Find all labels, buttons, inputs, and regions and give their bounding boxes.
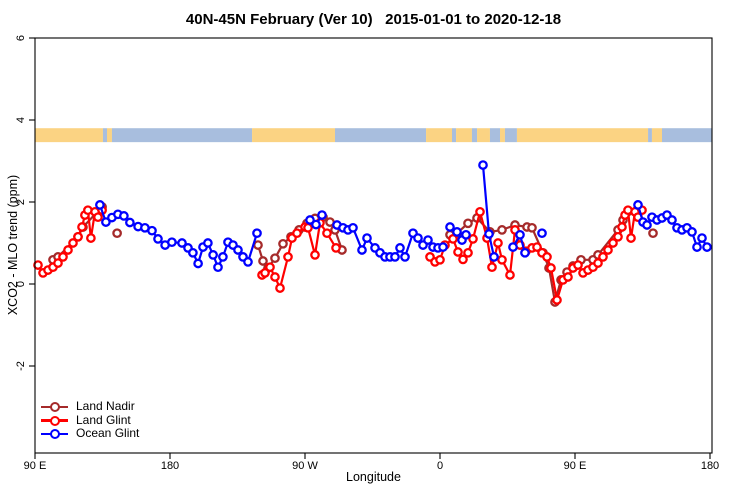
x-tick-label-90w: 90 W: [292, 460, 318, 472]
y-tick-label-4: 4: [15, 116, 27, 124]
axes-frame: [29, 37, 713, 459]
land-nadir-marker-icon: [41, 400, 68, 413]
y-tick-label-neg2: -2: [15, 361, 27, 371]
x-tick-label-180-left: 180: [160, 460, 180, 472]
series-land-nadir: [48, 202, 658, 307]
map-strip: [35, 128, 712, 143]
legend-item-land-nadir: Land Nadir: [41, 399, 139, 414]
ocean-glint-marker-icon: [41, 427, 68, 440]
x-tick-label-90e-left: 90 E: [23, 460, 47, 472]
x-tick-label-90e-right: 90 E: [563, 460, 587, 472]
series-ocean-glint: [95, 160, 712, 273]
chart-title: 40N-45N February (Ver 10) 2015-01-01 to …: [185, 11, 562, 28]
legend-item-land-glint: Land Glint: [41, 412, 139, 428]
legend: Land Nadir Land Glint Ocean Glint: [41, 399, 139, 441]
x-axis-label: Longitude: [346, 470, 401, 484]
legend-label-land-glint: Land Glint: [76, 412, 131, 427]
x-tick-label-0: 0: [436, 460, 444, 472]
legend-item-ocean-glint: Ocean Glint: [41, 427, 139, 441]
y-tick-label-6: 6: [15, 34, 27, 42]
x-tick-label-180-right: 180: [700, 460, 720, 472]
y-tick-label-2: 2: [15, 198, 27, 206]
y-axis-label: XCO2 - MLO trend (ppm): [6, 174, 20, 316]
land-glint-marker-icon: [41, 414, 68, 427]
legend-label-land-nadir: Land Nadir: [76, 399, 135, 413]
legend-label-ocean-glint: Ocean Glint: [76, 426, 140, 441]
y-tick-label-0: 0: [15, 280, 27, 288]
